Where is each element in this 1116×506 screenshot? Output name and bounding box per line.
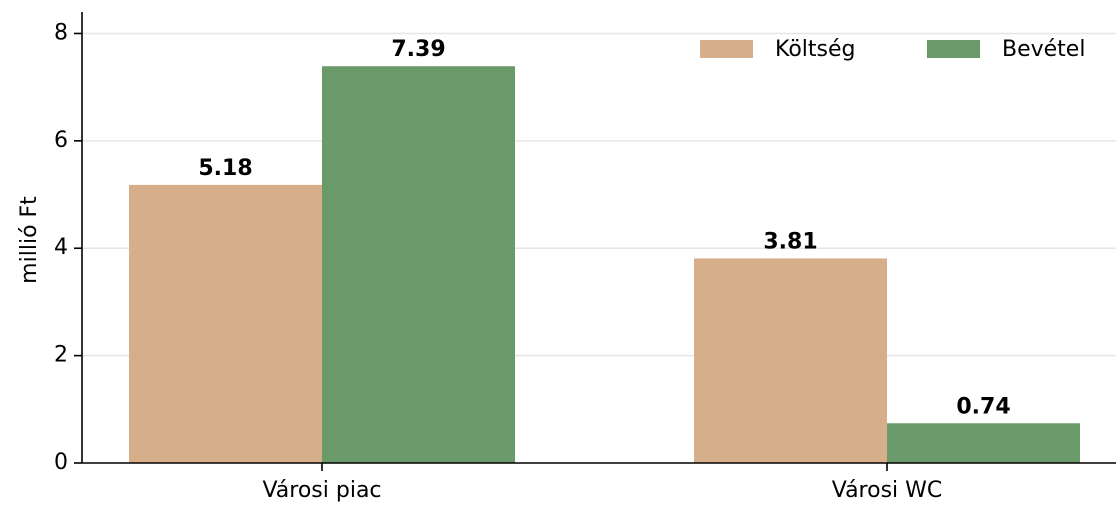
data-labels: 5.18 7.39 3.81 0.74 <box>198 37 1010 419</box>
y-axis-title: millió Ft <box>17 196 42 284</box>
bar-bevetel-1 <box>887 423 1080 463</box>
legend: Költség Bevétel <box>700 37 1085 62</box>
data-label: 5.18 <box>198 156 252 181</box>
legend-label: Bevétel <box>1002 37 1085 62</box>
data-label: 3.81 <box>763 229 817 254</box>
data-label: 7.39 <box>391 37 445 62</box>
legend-swatch <box>700 40 753 58</box>
bar-koltseg-1 <box>694 258 887 463</box>
bar-bevetel-0 <box>322 66 515 463</box>
axes <box>81 12 1116 464</box>
bar-koltseg-0 <box>129 184 322 463</box>
y-tick-label: 6 <box>54 128 68 153</box>
y-tick-label: 0 <box>54 450 68 475</box>
y-tick-label: 2 <box>54 343 68 368</box>
legend-label: Költség <box>775 37 856 62</box>
x-tick-label: Városi WC <box>832 478 943 503</box>
y-tick-label: 4 <box>54 235 68 260</box>
legend-swatch <box>927 40 980 58</box>
x-ticks: Városi piac Városi WC <box>262 463 942 503</box>
data-label: 0.74 <box>956 394 1010 419</box>
y-tick-label: 8 <box>54 20 68 45</box>
y-ticks: 0 2 4 6 8 <box>54 20 82 475</box>
x-tick-label: Városi piac <box>262 478 381 503</box>
bars <box>129 66 1080 463</box>
